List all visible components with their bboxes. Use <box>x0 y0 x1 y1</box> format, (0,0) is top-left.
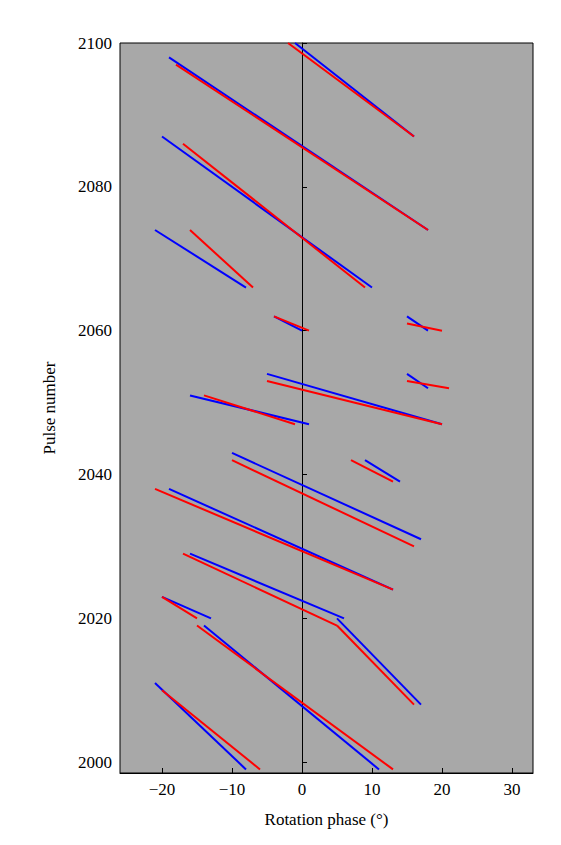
svg-text:20: 20 <box>434 780 451 799</box>
svg-text:10: 10 <box>364 780 381 799</box>
svg-text:2000: 2000 <box>78 753 112 772</box>
svg-text:0: 0 <box>298 780 307 799</box>
svg-text:2100: 2100 <box>78 34 112 53</box>
svg-text:30: 30 <box>504 780 521 799</box>
svg-text:Pulse number: Pulse number <box>40 361 59 454</box>
svg-text:−20: −20 <box>149 780 176 799</box>
svg-text:2060: 2060 <box>78 321 112 340</box>
svg-text:2080: 2080 <box>78 177 112 196</box>
svg-text:−10: −10 <box>219 780 246 799</box>
svg-text:2020: 2020 <box>78 609 112 628</box>
svg-text:Rotation phase (°): Rotation phase (°) <box>265 810 389 829</box>
svg-text:2040: 2040 <box>78 465 112 484</box>
